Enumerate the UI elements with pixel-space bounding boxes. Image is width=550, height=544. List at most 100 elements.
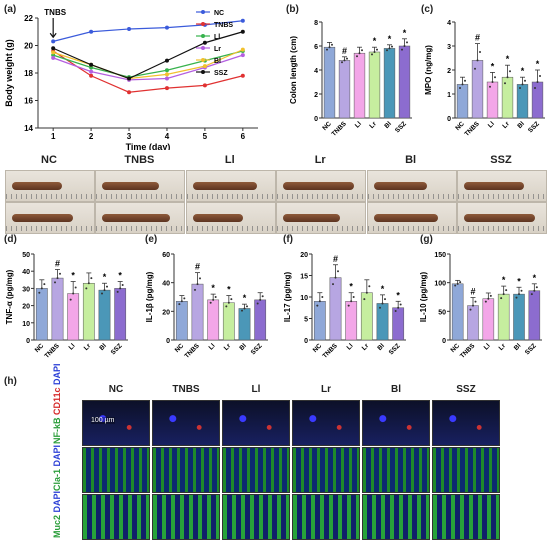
stain-label: NF-kB bbox=[52, 417, 62, 445]
data-point bbox=[202, 64, 207, 69]
x-tick-label: Bl bbox=[516, 120, 526, 130]
x-tick-label: SSZ bbox=[524, 342, 538, 356]
body-weight-line-chart: 14 16 18 20 22 1 2 3 4 5 6 Time (day) Body weight (g… bbox=[4, 8, 258, 150]
x-tick-label: NC bbox=[174, 342, 186, 354]
y-axis-label: IL-17 (pg/mg) bbox=[283, 272, 292, 323]
replicate-dot bbox=[368, 285, 371, 288]
replicate-dot bbox=[227, 301, 230, 304]
y-axis-label: IL-10 (pg/mg) bbox=[419, 272, 428, 323]
replicate-dot bbox=[536, 81, 539, 83]
replicate-dot bbox=[59, 272, 61, 275]
y-tick-label: 15 bbox=[300, 274, 308, 281]
y-tick-label: 2 bbox=[314, 92, 318, 99]
il10-bar-chart: 0 50 100 150 IL-10 (pg/mg) NC # TNBS Ll * Lr * Bl * SS… bbox=[419, 252, 542, 360]
colon-specimen bbox=[283, 182, 355, 190]
y-tick-label: 0 bbox=[314, 116, 318, 123]
y-tick-label: 5 bbox=[304, 317, 308, 324]
tnf-alpha-bar-chart: 0 10 20 30 40 50 TNF-α (pg/mg) NC # TNBS * Ll Lr * Bl *… bbox=[5, 252, 128, 360]
replicate-dot bbox=[518, 293, 520, 296]
replicate-dot bbox=[487, 297, 490, 300]
replicate-dot bbox=[397, 306, 400, 309]
ruler bbox=[367, 194, 456, 199]
replicate-dot bbox=[371, 53, 373, 56]
replicate-dot bbox=[509, 70, 511, 73]
photo-title: NC bbox=[41, 154, 57, 166]
replicate-dot bbox=[196, 283, 199, 286]
data-point bbox=[89, 62, 94, 67]
replicate-dot bbox=[194, 288, 196, 291]
replicate-dot bbox=[74, 286, 77, 289]
bar-lr bbox=[368, 51, 381, 119]
x-axis-label: Time (day) bbox=[126, 142, 171, 150]
x-tick-label: Lr bbox=[361, 342, 371, 352]
bar-lr bbox=[501, 76, 514, 119]
y-axis-label: Body weight (g) bbox=[4, 39, 14, 107]
micrograph bbox=[362, 400, 430, 446]
replicate-dot bbox=[479, 51, 481, 53]
photo-title: Ll bbox=[224, 154, 235, 166]
micrograph bbox=[292, 400, 360, 446]
replicate-dot bbox=[343, 59, 346, 62]
replicate-dot bbox=[331, 43, 333, 46]
y-tick-label: 4 bbox=[314, 68, 318, 75]
y-tick-label: 60 bbox=[162, 252, 170, 259]
y-tick-label: 1 bbox=[447, 92, 451, 99]
replicate-dot bbox=[341, 61, 343, 64]
replicate-dot bbox=[476, 59, 479, 62]
photo-title: SSZ bbox=[490, 154, 512, 166]
replicate-dot bbox=[521, 83, 524, 86]
legend-label: SSZ bbox=[214, 70, 228, 77]
significance-mark: # bbox=[470, 287, 475, 297]
replicate-dot bbox=[474, 67, 476, 70]
replicate-dot bbox=[489, 85, 491, 88]
replicate-dot bbox=[500, 297, 503, 300]
y-axis-label: TNF-α (pg/mg) bbox=[5, 269, 14, 324]
micrograph: 100 µm bbox=[82, 400, 150, 446]
stain-label: Muc2 bbox=[52, 514, 62, 538]
x-tick-label: NC bbox=[449, 342, 461, 354]
micrograph bbox=[362, 447, 430, 493]
colon-specimen bbox=[283, 214, 341, 222]
bar-tnbs bbox=[51, 277, 64, 341]
replicate-dot bbox=[230, 298, 233, 301]
significance-mark: * bbox=[502, 275, 506, 285]
replicate-dot bbox=[534, 87, 536, 89]
replicate-dot bbox=[464, 79, 466, 82]
data-point bbox=[164, 25, 169, 30]
data-point bbox=[164, 86, 169, 91]
significance-mark: * bbox=[243, 293, 247, 303]
replicate-dot bbox=[530, 293, 533, 296]
replicate-dot bbox=[533, 289, 536, 292]
micrograph bbox=[152, 447, 220, 493]
colon-photo bbox=[185, 202, 276, 234]
replicate-dot bbox=[519, 87, 521, 89]
ruler bbox=[277, 194, 366, 199]
significance-mark: * bbox=[118, 271, 122, 281]
replicate-dot bbox=[116, 290, 119, 293]
bar-ssz bbox=[114, 288, 127, 341]
significance-mark: # bbox=[475, 33, 480, 43]
panel-label-a: (a) bbox=[4, 4, 17, 15]
bar-ll bbox=[207, 299, 220, 341]
significance-mark: # bbox=[333, 254, 338, 264]
y-tick-label: 0 bbox=[304, 338, 308, 345]
x-tick-label: 5 bbox=[203, 132, 208, 141]
bar-ll bbox=[482, 298, 495, 341]
significance-mark: * bbox=[521, 66, 525, 76]
panel-label-b: (b) bbox=[286, 4, 299, 15]
data-point bbox=[240, 47, 245, 52]
bar-ll bbox=[486, 81, 499, 119]
data-point bbox=[51, 50, 56, 55]
micro-column-title: SSZ bbox=[456, 384, 476, 395]
x-tick-label: NC bbox=[34, 342, 46, 354]
replicate-dot bbox=[461, 83, 464, 86]
series-line-ll bbox=[52, 50, 243, 78]
y-tick-label: 2 bbox=[447, 68, 451, 75]
y-axis-label: IL-1β (pg/mg) bbox=[145, 271, 154, 322]
replicate-dot bbox=[394, 309, 397, 312]
replicate-dot bbox=[328, 46, 331, 49]
replicate-dot bbox=[494, 76, 496, 79]
replicate-dot bbox=[72, 292, 75, 295]
micrograph bbox=[362, 494, 430, 540]
bar-tnbs bbox=[329, 277, 342, 341]
